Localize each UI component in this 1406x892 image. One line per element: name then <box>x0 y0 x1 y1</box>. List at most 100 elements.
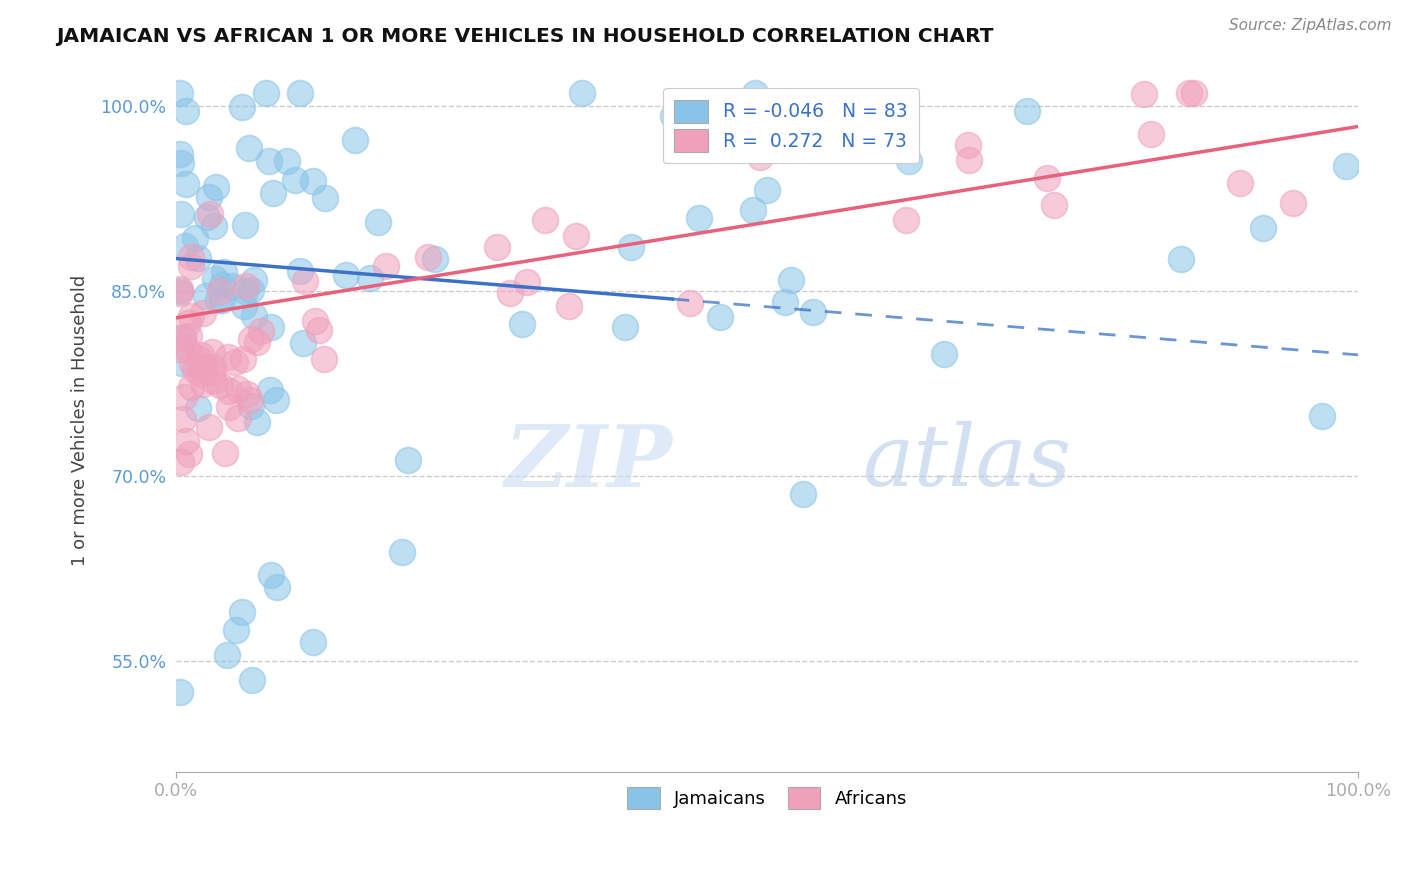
Point <box>896 212 918 227</box>
Point <box>198 207 221 221</box>
Point <box>291 336 314 351</box>
Point <box>240 283 263 297</box>
Point <box>231 100 253 114</box>
Point <box>221 278 243 293</box>
Point <box>190 348 212 362</box>
Point <box>232 299 254 313</box>
Point <box>304 314 326 328</box>
Point <box>1334 160 1357 174</box>
Point <box>174 434 197 449</box>
Point <box>1182 86 1205 100</box>
Point <box>262 186 284 201</box>
Point <box>193 306 215 320</box>
Point <box>170 455 193 469</box>
Point <box>174 177 197 191</box>
Point <box>709 310 731 324</box>
Point <box>934 347 956 361</box>
Point <box>169 685 191 699</box>
Point <box>172 330 194 344</box>
Text: JAMAICAN VS AFRICAN 1 OR MORE VEHICLES IN HOUSEHOLD CORRELATION CHART: JAMAICAN VS AFRICAN 1 OR MORE VEHICLES I… <box>56 27 994 45</box>
Point <box>744 86 766 100</box>
Point <box>174 104 197 119</box>
Point <box>238 141 260 155</box>
Point <box>232 351 254 366</box>
Point <box>180 380 202 394</box>
Point <box>174 239 197 253</box>
Point <box>1229 177 1251 191</box>
Point <box>367 215 389 229</box>
Point <box>187 252 209 266</box>
Text: atlas: atlas <box>862 421 1071 504</box>
Point <box>217 350 239 364</box>
Point <box>1281 196 1303 211</box>
Point <box>211 293 233 307</box>
Point <box>228 382 250 396</box>
Point <box>209 378 232 392</box>
Point <box>177 316 200 330</box>
Point <box>288 86 311 100</box>
Point <box>201 365 224 379</box>
Point <box>233 284 256 298</box>
Point <box>294 274 316 288</box>
Point <box>756 182 779 196</box>
Point <box>396 452 419 467</box>
Point <box>180 309 202 323</box>
Point <box>177 447 200 461</box>
Point <box>187 401 209 415</box>
Point <box>792 487 814 501</box>
Point <box>190 359 212 373</box>
Point <box>1133 87 1156 101</box>
Point <box>283 172 305 186</box>
Point <box>1178 86 1201 100</box>
Point <box>801 305 824 319</box>
Point <box>260 319 283 334</box>
Point <box>180 251 202 265</box>
Point <box>233 218 256 232</box>
Point <box>201 345 224 359</box>
Text: ZIP: ZIP <box>505 421 672 504</box>
Point <box>749 150 772 164</box>
Point <box>239 400 262 414</box>
Point <box>661 109 683 123</box>
Point <box>344 133 367 147</box>
Point <box>239 392 262 407</box>
Point <box>423 252 446 266</box>
Point <box>897 154 920 169</box>
Point <box>243 309 266 323</box>
Point <box>1036 170 1059 185</box>
Point <box>249 324 271 338</box>
Point <box>314 190 336 204</box>
Point <box>957 138 980 153</box>
Point <box>246 335 269 350</box>
Point <box>534 213 557 227</box>
Point <box>172 331 194 345</box>
Point <box>1015 104 1038 119</box>
Point <box>418 250 440 264</box>
Point <box>246 415 269 429</box>
Point <box>558 299 581 313</box>
Point <box>173 390 195 404</box>
Point <box>688 211 710 225</box>
Point <box>211 277 233 292</box>
Point <box>486 240 509 254</box>
Point <box>170 156 193 170</box>
Point <box>180 259 202 273</box>
Point <box>197 210 219 224</box>
Point <box>1170 252 1192 267</box>
Point <box>224 355 246 369</box>
Point <box>779 273 801 287</box>
Point <box>172 412 194 426</box>
Point <box>180 355 202 369</box>
Point <box>302 635 325 649</box>
Legend: Jamaicans, Africans: Jamaicans, Africans <box>620 780 914 816</box>
Point <box>202 219 225 233</box>
Point <box>260 567 283 582</box>
Point <box>236 387 259 401</box>
Point <box>225 623 247 637</box>
Point <box>207 293 229 307</box>
Point <box>169 86 191 100</box>
Point <box>264 392 287 407</box>
Point <box>195 289 218 303</box>
Point <box>773 294 796 309</box>
Point <box>391 545 413 559</box>
